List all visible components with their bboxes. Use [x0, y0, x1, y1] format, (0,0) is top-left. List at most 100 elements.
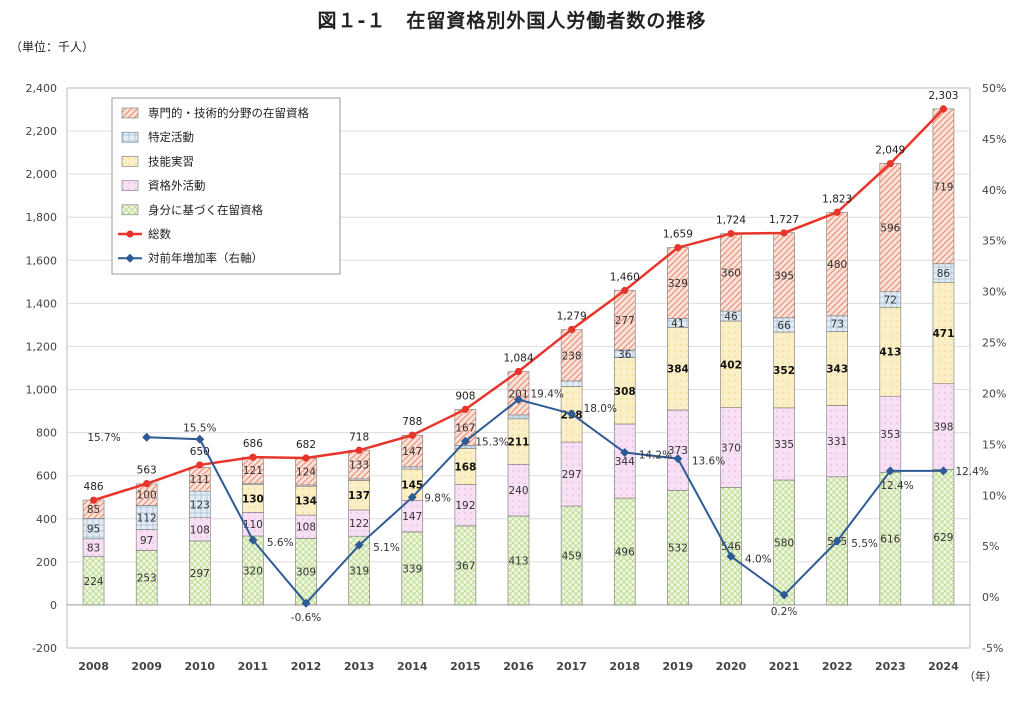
total-point: [939, 105, 948, 113]
plot-area: [66, 87, 971, 649]
total-point: [833, 208, 841, 216]
x-axis-tick: 2016: [503, 660, 534, 673]
total-label: 1,659: [663, 229, 693, 241]
data-label-technical_intern: 145: [401, 480, 423, 492]
left-axis-tick: 1,600: [26, 254, 58, 267]
data-label-specialist: 100: [137, 490, 157, 502]
data-label-technical_intern: 308: [614, 386, 636, 398]
data-label-designated: 73: [831, 319, 844, 331]
data-label-status_based: 367: [455, 560, 475, 572]
right-axis-tick: 0%: [982, 591, 999, 604]
growth-rate-point: [514, 395, 523, 405]
growth-rate-label: 19.4%: [531, 389, 564, 401]
data-label-status_based: 629: [933, 532, 953, 544]
total-point: [302, 454, 310, 462]
data-label-technical_intern: 137: [348, 490, 370, 502]
growth-rate-label: 13.6%: [692, 456, 725, 468]
data-label-status_based: 224: [84, 576, 104, 588]
total-point: [568, 325, 576, 334]
left-axis-tick: 400: [36, 513, 57, 526]
data-label-specialist: 277: [615, 315, 635, 327]
right-axis-tick: 25%: [982, 337, 1006, 350]
right-axis-tick: 15%: [982, 438, 1006, 451]
total-label: 1,727: [769, 214, 799, 226]
x-axis-tick: 2009: [131, 660, 162, 673]
growth-rate-label: 15.7%: [87, 432, 120, 444]
x-axis-tick: 2017: [556, 660, 587, 673]
total-label: 1,724: [716, 215, 746, 227]
data-label-technical_intern: 402: [720, 359, 742, 371]
legend-marker-total: [126, 230, 134, 238]
left-axis-tick: 0: [50, 599, 57, 612]
growth-rate-label: 5.5%: [851, 538, 878, 550]
left-axis-tick: 2,200: [26, 125, 58, 138]
total-point: [89, 496, 98, 504]
data-label-status_based: 413: [508, 555, 528, 567]
data-label-outside_status: 192: [455, 500, 475, 512]
data-label-status_based: 580: [774, 537, 794, 549]
growth-rate-point: [620, 448, 630, 458]
legend-swatch-status_based: [121, 204, 139, 216]
right-axis-tick: 45%: [982, 133, 1006, 146]
data-label-outside_status: 373: [668, 445, 688, 457]
growth-rate-point: [248, 535, 258, 545]
x-axis-tick: 2013: [344, 660, 375, 673]
data-label-status_based: 616: [880, 534, 900, 546]
data-label-outside_status: 240: [508, 485, 528, 497]
data-label-status_based: 320: [243, 565, 263, 577]
total-label: 1,084: [503, 352, 533, 364]
growth-rate-point: [779, 590, 789, 600]
data-label-outside_status: 110: [243, 519, 263, 531]
data-label-technical_intern: 352: [773, 365, 795, 377]
data-label-outside_status: 108: [296, 522, 316, 534]
right-axis-tick: 35%: [982, 235, 1006, 248]
left-axis-tick: 1,400: [26, 297, 58, 310]
total-label: 908: [455, 390, 475, 402]
data-label-specialist: 85: [87, 504, 100, 516]
data-label-specialist: 201: [508, 388, 528, 400]
growth-rate-label: 4.0%: [745, 553, 772, 565]
growth-rate-point: [832, 536, 842, 546]
total-point: [674, 244, 682, 252]
left-axis-tick: 2,400: [26, 82, 58, 95]
data-label-designated: 46: [724, 311, 738, 323]
legend-label-designated: 特定活動: [148, 130, 194, 144]
data-label-outside_status: 108: [190, 524, 210, 536]
bar-designated: [507, 414, 530, 420]
data-label-outside_status: 398: [933, 422, 953, 434]
x-axis-tick: 2015: [450, 660, 481, 673]
right-axis-tick: -5%: [982, 642, 1003, 655]
growth-rate-point: [301, 598, 311, 608]
total-point: [408, 431, 416, 439]
legend-label-rate: 対前年増加率（右軸）: [148, 251, 263, 265]
left-axis-tick: 200: [36, 556, 57, 569]
right-axis-tick: 50%: [982, 82, 1006, 95]
growth-rate-label: 15.5%: [183, 422, 216, 434]
data-label-specialist: 480: [827, 259, 847, 271]
bar-designated: [401, 466, 424, 470]
data-label-specialist: 124: [296, 467, 316, 479]
data-label-specialist: 719: [933, 181, 953, 193]
data-label-designated: 41: [671, 318, 684, 330]
growth-rate-label: 5.1%: [373, 542, 400, 554]
total-label: 2,303: [928, 90, 958, 102]
data-label-specialist: 329: [668, 278, 688, 290]
x-axis-tick: 2024: [928, 660, 959, 673]
left-axis-tick: 1,000: [26, 384, 58, 397]
legend: 専門的・技術的分野の在留資格特定活動技能実習資格外活動身分に基づく在留資格総数対…: [111, 97, 341, 275]
data-label-outside_status: 122: [349, 518, 369, 530]
data-label-technical_intern: 343: [826, 364, 848, 376]
legend-label-outside_status: 資格外活動: [148, 179, 206, 193]
total-label: 682: [296, 439, 316, 451]
legend-marker-rate: [125, 253, 135, 263]
total-point: [143, 480, 151, 488]
data-label-outside_status: 331: [827, 436, 847, 448]
growth-rate-line: [146, 398, 944, 605]
right-axis-tick: 40%: [982, 184, 1006, 197]
total-label: 788: [402, 416, 422, 428]
data-label-outside_status: 97: [140, 535, 153, 547]
unit-label: （単位：千人）: [10, 40, 95, 54]
total-label: 2,049: [875, 145, 905, 157]
total-point: [886, 160, 894, 168]
